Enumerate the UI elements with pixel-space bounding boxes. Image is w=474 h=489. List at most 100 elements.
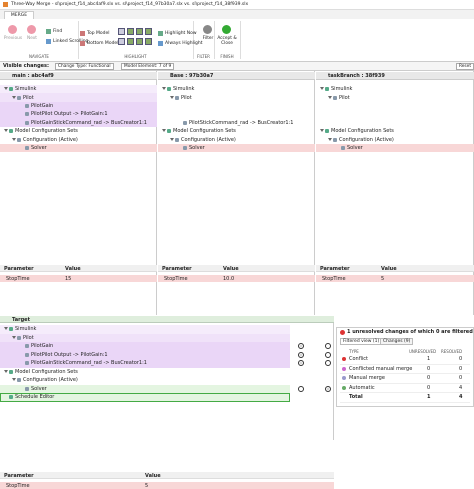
tree-row[interactable]: Pilot: [158, 93, 315, 101]
filter-chip[interactable]: Change Type: Functional: [55, 63, 114, 70]
model-icon[interactable]: [136, 38, 143, 45]
tree-row[interactable]: Configuration (Active): [0, 135, 157, 143]
button[interactable]: Filter: [202, 36, 214, 41]
tree-row[interactable]: Configuration (Active): [158, 135, 315, 143]
summary-cell: Conflicted manual merge: [349, 365, 413, 372]
tree-row[interactable]: Configuration (Active): [0, 376, 290, 385]
summary-cell: Manual merge: [349, 375, 385, 381]
tree-row[interactable]: Solver: [0, 384, 290, 393]
param-header: [316, 265, 474, 272]
expander[interactable]: [4, 87, 8, 91]
node-label: Solver: [31, 144, 47, 151]
node-label: Simulink: [15, 86, 37, 93]
expander[interactable]: [170, 95, 174, 99]
model-icon[interactable]: [145, 38, 152, 45]
section-label: HIGHLIGHT: [124, 54, 147, 59]
button-icon: [8, 25, 17, 34]
merge-choice[interactable]: [298, 343, 304, 350]
summary-tab[interactable]: Changes (9): [380, 338, 414, 345]
model-icon[interactable]: [127, 28, 134, 35]
model-icon[interactable]: [118, 28, 125, 35]
node-icon: [25, 361, 29, 366]
node-label: Solver: [189, 144, 205, 151]
tree-row[interactable]: Model Configuration Sets: [158, 127, 315, 135]
tree-row[interactable]: Solver: [316, 143, 474, 153]
button[interactable]: Top Model: [87, 31, 110, 36]
button[interactable]: Next: [26, 36, 37, 41]
param-cell: 5: [145, 483, 149, 489]
expander[interactable]: [12, 335, 16, 339]
button[interactable]: Find: [53, 29, 63, 34]
model-icon[interactable]: [127, 38, 134, 45]
merge-choice[interactable]: [298, 360, 304, 367]
model-icon[interactable]: [145, 28, 152, 35]
summary-cell: Conflict: [349, 356, 368, 362]
merge-choice[interactable]: [298, 385, 304, 392]
tree-row[interactable]: PilotStickCommand_rad -> BusCreator1:1: [158, 119, 315, 127]
param-cell: StopTime: [6, 483, 30, 489]
expander[interactable]: [12, 378, 16, 382]
tree-row[interactable]: Pilot: [316, 93, 474, 101]
tree-row[interactable]: Configuration (Active): [316, 135, 474, 143]
tree-row[interactable]: PilotGain: [0, 101, 157, 111]
compare-panel: taskBranch : 38f939 Simulink Pilot Model Co…: [316, 71, 474, 315]
tree-row[interactable]: Simulink: [0, 85, 157, 94]
tree-row[interactable]: Schedule Editor: [0, 393, 290, 402]
expander[interactable]: [162, 129, 166, 133]
solver-outline[interactable]: [0, 393, 290, 402]
tree-row[interactable]: PilotPilot Output -> PilotGain:1: [0, 110, 157, 119]
tree-row[interactable]: Model Configuration Sets: [0, 127, 157, 135]
node-label: Simulink: [173, 86, 195, 93]
tree-row[interactable]: Simulink: [316, 85, 474, 93]
merge-choice[interactable]: [325, 360, 331, 367]
filter-chip[interactable]: Model Element: 7 of 9: [121, 63, 175, 70]
expander[interactable]: [320, 87, 324, 91]
workspace: main : abc4af9 Simulink Pilot PilotGain Pilo…: [0, 71, 474, 489]
button[interactable]: Linked Scrolling: [53, 39, 89, 44]
merge-choice[interactable]: [325, 385, 331, 392]
button[interactable]: Always Highlight: [165, 41, 203, 46]
separator: [240, 21, 241, 59]
expander[interactable]: [4, 327, 8, 331]
section-label: NAVIGATE: [29, 54, 49, 59]
summary-cell: 0: [459, 365, 463, 372]
merge-choice[interactable]: [298, 351, 304, 358]
button[interactable]: Previous: [3, 36, 23, 41]
expander[interactable]: [12, 137, 16, 141]
tab[interactable]: MERGE: [4, 11, 34, 19]
tree-row[interactable]: Solver: [0, 143, 157, 153]
node-label: PilotPilot Output -> PilotGain:1: [31, 351, 108, 358]
button[interactable]: Bottom Model: [87, 41, 119, 46]
tree-row[interactable]: PilotGainStickCommand_rad -> BusCreator1…: [0, 118, 157, 127]
model-icon[interactable]: [136, 28, 143, 35]
expander[interactable]: [12, 95, 16, 99]
button[interactable]: Accept & Close: [217, 36, 237, 46]
tree-row[interactable]: Model Configuration Sets: [0, 368, 290, 377]
expander[interactable]: [170, 137, 174, 141]
button[interactable]: Highlight Now: [165, 31, 197, 36]
expander[interactable]: [4, 369, 8, 373]
expander[interactable]: [4, 129, 8, 133]
model-icon[interactable]: [118, 38, 125, 45]
expander[interactable]: [328, 95, 332, 99]
expander[interactable]: [320, 129, 324, 133]
reset-button[interactable]: Reset: [456, 63, 474, 70]
tree-row[interactable]: Simulink: [158, 85, 315, 93]
merge-choice[interactable]: [325, 343, 331, 350]
node-icon: [25, 145, 29, 150]
tree-row[interactable]: PilotPilot Output -> PilotGain:1: [0, 350, 290, 359]
summary-tab[interactable]: Filtered view (1): [340, 338, 383, 345]
tree-row[interactable]: Solver: [158, 143, 315, 153]
merge-choice[interactable]: [325, 351, 331, 358]
tree-row[interactable]: Pilot: [0, 333, 290, 342]
tree-row[interactable]: Pilot: [0, 93, 157, 102]
tree-row[interactable]: PilotGain: [0, 342, 290, 351]
expander[interactable]: [162, 87, 166, 91]
tree-row[interactable]: Simulink: [0, 325, 290, 334]
expander[interactable]: [328, 137, 332, 141]
tree-row[interactable]: Model Configuration Sets: [316, 127, 474, 135]
tree-row[interactable]: PilotGainStickCommand_rad -> BusCreator1…: [0, 359, 290, 368]
panel-title: taskBranch : 38f939: [328, 73, 385, 79]
target-panel: Target Simulink Pilot PilotGain PilotPilot O…: [0, 316, 334, 489]
type-icon: [342, 357, 346, 361]
